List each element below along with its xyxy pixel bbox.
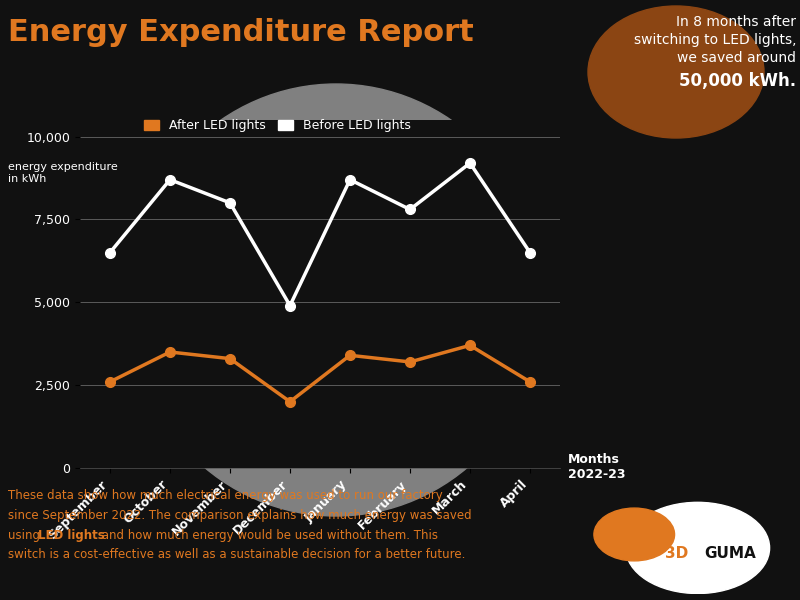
Text: 3D: 3D: [665, 546, 688, 561]
Ellipse shape: [594, 508, 674, 561]
Text: In 8 months after: In 8 months after: [676, 15, 796, 29]
After LED lights: [106, 378, 115, 385]
Text: energy expenditure
in kWh: energy expenditure in kWh: [8, 162, 118, 184]
After LED lights: [226, 355, 235, 362]
After LED lights: [346, 352, 355, 359]
After LED lights: [165, 349, 174, 356]
Text: using: using: [8, 529, 44, 542]
After LED lights: [525, 378, 534, 385]
Text: switch is a cost-effective as well as a sustainable decision for a better future: switch is a cost-effective as well as a …: [8, 548, 466, 562]
Before LED lights: [405, 206, 414, 213]
Ellipse shape: [626, 502, 770, 593]
After LED lights: [285, 398, 294, 406]
Before LED lights: [525, 249, 534, 256]
Text: since September 2022. The comparison explains how much energy was saved: since September 2022. The comparison exp…: [8, 509, 472, 522]
Text: and how much energy would be used without them. This: and how much energy would be used withou…: [98, 529, 438, 542]
Before LED lights: [165, 176, 174, 183]
Text: These data show how much electrical energy was used to run our factory: These data show how much electrical ener…: [8, 489, 442, 502]
Text: we saved around: we saved around: [677, 51, 796, 65]
Legend: After LED lights, Before LED lights: After LED lights, Before LED lights: [144, 119, 411, 132]
Before LED lights: [106, 249, 115, 256]
Before LED lights: [346, 176, 355, 183]
Before LED lights: [285, 302, 294, 309]
After LED lights: [405, 358, 414, 365]
Text: Energy Expenditure Report: Energy Expenditure Report: [8, 18, 474, 47]
Line: After LED lights: After LED lights: [105, 341, 535, 407]
Text: GUMA: GUMA: [704, 546, 756, 561]
Before LED lights: [466, 160, 475, 167]
Before LED lights: [226, 199, 235, 206]
After LED lights: [466, 342, 475, 349]
Line: Before LED lights: Before LED lights: [105, 158, 535, 310]
Text: LED lights: LED lights: [38, 529, 105, 542]
Text: Months
2022-23: Months 2022-23: [568, 453, 626, 481]
Text: 50,000 kWh.: 50,000 kWh.: [679, 72, 796, 90]
Text: switching to LED lights,: switching to LED lights,: [634, 33, 796, 47]
